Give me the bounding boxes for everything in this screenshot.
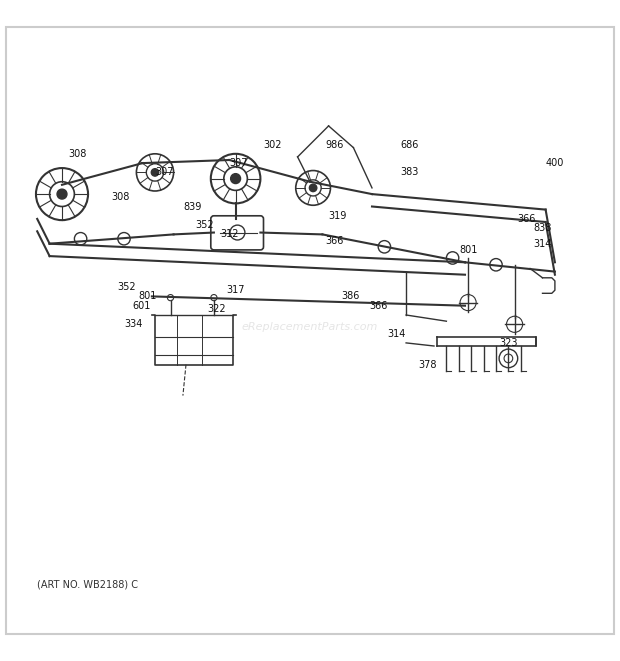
Text: 366: 366 — [326, 235, 344, 246]
Circle shape — [146, 164, 164, 181]
Circle shape — [57, 189, 67, 199]
Text: 686: 686 — [400, 139, 419, 149]
Text: 314: 314 — [533, 239, 552, 249]
Text: 334: 334 — [124, 319, 143, 329]
Text: 801: 801 — [138, 292, 157, 301]
Circle shape — [36, 168, 88, 220]
Text: 986: 986 — [326, 139, 344, 149]
Text: 322: 322 — [208, 304, 226, 314]
Text: 352: 352 — [195, 220, 214, 230]
Circle shape — [231, 174, 241, 184]
Text: 323: 323 — [499, 338, 518, 348]
Text: 302: 302 — [264, 139, 282, 149]
Text: 352: 352 — [118, 282, 136, 292]
Circle shape — [136, 154, 174, 191]
Circle shape — [167, 295, 174, 301]
Circle shape — [211, 154, 260, 204]
Text: 601: 601 — [132, 301, 151, 311]
Circle shape — [504, 354, 513, 363]
Text: 838: 838 — [533, 223, 552, 233]
Circle shape — [309, 184, 317, 192]
Circle shape — [507, 316, 523, 332]
Circle shape — [224, 167, 247, 190]
Text: 308: 308 — [112, 192, 130, 202]
Circle shape — [305, 180, 321, 196]
Text: (ART NO. WB2188) C: (ART NO. WB2188) C — [37, 580, 138, 590]
Circle shape — [460, 295, 476, 311]
Circle shape — [211, 295, 217, 301]
Text: 314: 314 — [388, 329, 406, 338]
Text: 383: 383 — [400, 167, 419, 177]
Text: 308: 308 — [68, 149, 87, 159]
Text: 307: 307 — [155, 167, 174, 177]
Text: 839: 839 — [183, 202, 202, 212]
Circle shape — [118, 233, 130, 245]
Circle shape — [50, 182, 74, 206]
Text: 312: 312 — [220, 229, 239, 239]
Text: 319: 319 — [329, 211, 347, 221]
Circle shape — [230, 225, 245, 240]
Text: 317: 317 — [226, 285, 245, 295]
Circle shape — [446, 252, 459, 264]
Text: 366: 366 — [518, 214, 536, 224]
Text: 307: 307 — [229, 158, 248, 168]
Text: 801: 801 — [459, 245, 477, 255]
Circle shape — [490, 258, 502, 271]
Circle shape — [74, 233, 87, 245]
Text: 400: 400 — [546, 158, 564, 168]
Text: 378: 378 — [418, 360, 437, 369]
Text: 366: 366 — [369, 301, 388, 311]
FancyBboxPatch shape — [211, 215, 264, 250]
Text: eReplacementParts.com: eReplacementParts.com — [242, 323, 378, 332]
Circle shape — [378, 241, 391, 253]
Circle shape — [151, 169, 159, 176]
Text: 386: 386 — [341, 292, 360, 301]
Circle shape — [296, 171, 330, 206]
Circle shape — [499, 349, 518, 368]
